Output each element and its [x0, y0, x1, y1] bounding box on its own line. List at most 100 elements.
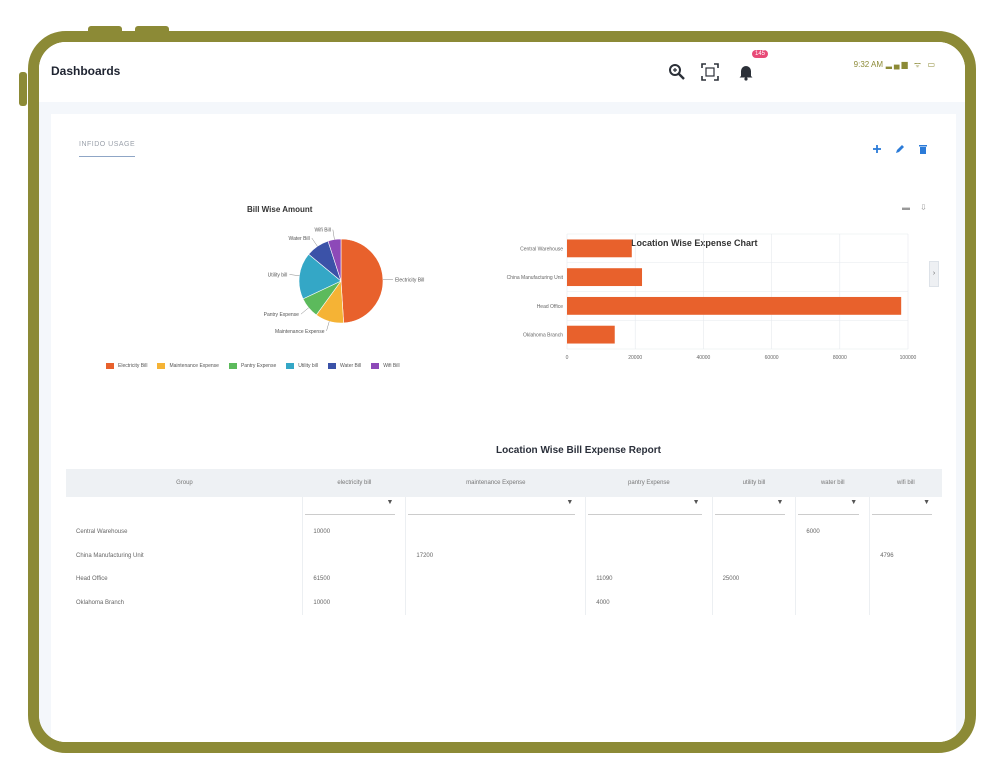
- legend-item-1[interactable]: Maintenance Expense: [157, 363, 219, 369]
- chevron-down-icon[interactable]: ▼: [923, 499, 930, 506]
- column-header[interactable]: maintenance Expense: [405, 469, 586, 497]
- report-header-row: Group electricity bill maintenance Expense…: [66, 469, 942, 497]
- chevron-down-icon[interactable]: ▼: [566, 499, 574, 506]
- legend-swatch: [157, 363, 166, 369]
- table-row[interactable]: Central Warehouse 10000 6000: [66, 520, 942, 545]
- x-tick-label: 100000: [900, 355, 917, 361]
- legend-swatch: [228, 363, 237, 369]
- pie-slice-0[interactable]: [340, 238, 384, 324]
- legend-label: Maintenance Expense: [169, 363, 219, 369]
- chevron-down-icon[interactable]: ▼: [850, 499, 858, 506]
- table-cell: Oklahoma Branch: [66, 591, 304, 615]
- chart-scroll-handle[interactable]: ›: [929, 261, 939, 287]
- legend-item-0[interactable]: Electricity Bill: [106, 363, 147, 369]
- filter-cell: ▼: [585, 497, 713, 521]
- edit-icon[interactable]: [895, 144, 905, 157]
- bar-3[interactable]: [567, 325, 615, 344]
- table-cell: [405, 567, 587, 591]
- table-row[interactable]: China Manufacturing Unit 17200 4796: [66, 544, 942, 568]
- tab-infido-usage[interactable]: INFIDO USAGE: [79, 141, 136, 157]
- legend-label: Pantry Expense: [240, 363, 277, 369]
- status-time: 9:32 AM: [853, 60, 883, 69]
- report-table: Group electricity bill maintenance Expense…: [66, 469, 942, 615]
- table-cell: [302, 544, 407, 568]
- x-tick-label: 20000: [628, 355, 642, 361]
- y-category-label: China Manufacturing Unit: [507, 275, 564, 281]
- legend-item-2[interactable]: Pantry Expense: [228, 363, 277, 369]
- app-screen: Dashboards 145 9:32 AM ▂▄▆ ᯤ ▭ INFIDO US…: [39, 42, 965, 742]
- bar-2[interactable]: [567, 296, 902, 315]
- table-cell: 17200: [405, 544, 587, 568]
- legend-swatch: [106, 363, 114, 369]
- table-row[interactable]: Oklahoma Branch 10000 4000: [66, 591, 942, 615]
- scan-icon[interactable]: [700, 63, 720, 83]
- column-filter-dropdown[interactable]: [798, 501, 860, 515]
- table-cell: 10000: [302, 591, 407, 615]
- table-cell: [870, 521, 942, 545]
- delete-icon[interactable]: [918, 144, 928, 157]
- legend-swatch: [371, 363, 380, 369]
- pie-chart: Electricity Bill Maintenance Expense Pantr…: [264, 228, 425, 335]
- y-category-label: Central Warehouse: [520, 246, 563, 252]
- chevron-down-icon[interactable]: ▼: [386, 499, 394, 506]
- table-cell: [795, 591, 871, 615]
- page-title: Dashboards: [51, 64, 121, 78]
- filter-cell: ▼: [795, 497, 871, 521]
- search-zoom-icon[interactable]: [667, 63, 687, 83]
- legend-label: Electricity Bill: [118, 363, 148, 369]
- tablet-screen-frame: Dashboards 145 9:32 AM ▂▄▆ ᯤ ▭ INFIDO US…: [28, 31, 976, 753]
- top-bar: Dashboards 145 9:32 AM ▂▄▆ ᯤ ▭: [39, 42, 965, 102]
- filter-cell: ▼: [302, 497, 407, 521]
- pie-label-line-4: [311, 237, 318, 247]
- pie-label-line-1: [326, 321, 330, 332]
- bar-1[interactable]: [567, 268, 643, 287]
- bar-0[interactable]: [567, 239, 632, 258]
- legend-item-5[interactable]: Wifi Bill: [371, 363, 400, 369]
- column-filter-dropdown[interactable]: [305, 501, 396, 515]
- column-filter-dropdown[interactable]: [588, 501, 702, 515]
- column-header[interactable]: Group: [66, 469, 303, 497]
- filter-row: ▼ ▼ ▼ ▼ ▼ ▼: [66, 497, 942, 521]
- column-filter-dropdown[interactable]: [714, 501, 786, 515]
- chevron-down-icon[interactable]: ▼: [692, 499, 700, 506]
- table-cell: 11090: [585, 567, 713, 591]
- report-body: ▼ ▼ ▼ ▼ ▼ ▼ Central Warehouse 10000 6000 China Ma…: [66, 497, 942, 615]
- add-icon[interactable]: [872, 144, 882, 157]
- table-cell: 25000: [712, 567, 797, 591]
- table-cell: [405, 520, 587, 544]
- column-header[interactable]: water bill: [795, 469, 870, 497]
- legend-item-4[interactable]: Water Bill: [327, 363, 361, 369]
- menu-icon[interactable]: ▬: [902, 203, 910, 212]
- report-title: Location Wise Bill Expense Report: [496, 445, 661, 456]
- column-filter-dropdown[interactable]: [872, 501, 932, 515]
- legend-swatch: [286, 363, 295, 369]
- pie-label-0: Electricity Bill: [395, 277, 424, 283]
- x-tick-label: 40000: [696, 355, 710, 361]
- table-cell: [795, 544, 871, 568]
- pie-label-line-2: [300, 307, 309, 315]
- table-row[interactable]: Head Office 61500 11090 25000: [66, 567, 942, 591]
- column-header[interactable]: electricity bill: [302, 469, 406, 497]
- filter-cell: [66, 497, 304, 521]
- column-header[interactable]: utility bill: [712, 469, 796, 497]
- column-header[interactable]: pantry Expense: [585, 469, 713, 497]
- table-cell: [712, 544, 797, 568]
- pie-label-3: Utility bill: [268, 272, 288, 278]
- bell-icon[interactable]: [736, 63, 756, 83]
- legend-item-3[interactable]: Utility bill: [286, 363, 318, 369]
- pie-legend: Electricity Bill Maintenance Expense Pantr…: [106, 363, 400, 369]
- bar-chart: 0 20000 40000 60000 80000 100000 Central Wareh…: [507, 233, 917, 361]
- table-cell: [870, 591, 942, 615]
- column-filter-dropdown[interactable]: [408, 501, 576, 515]
- filter-cell: ▼: [712, 497, 797, 521]
- table-cell: [585, 544, 713, 568]
- table-cell: [405, 591, 587, 615]
- pie-label-4: Water Bill: [289, 236, 310, 242]
- y-category-label: Head Office: [537, 304, 564, 310]
- chevron-down-icon[interactable]: ▼: [776, 499, 784, 506]
- table-cell: 61500: [302, 567, 407, 591]
- bar-chart-title: Location Wise Expense Chart: [631, 238, 758, 248]
- column-header[interactable]: wifi bill: [869, 469, 942, 497]
- download-icon[interactable]: ⇩: [920, 203, 927, 212]
- pie-slice-3[interactable]: [298, 253, 342, 300]
